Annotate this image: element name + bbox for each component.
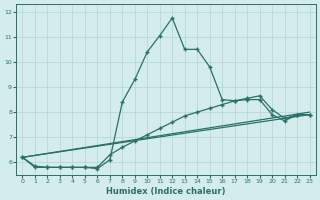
- X-axis label: Humidex (Indice chaleur): Humidex (Indice chaleur): [106, 187, 226, 196]
